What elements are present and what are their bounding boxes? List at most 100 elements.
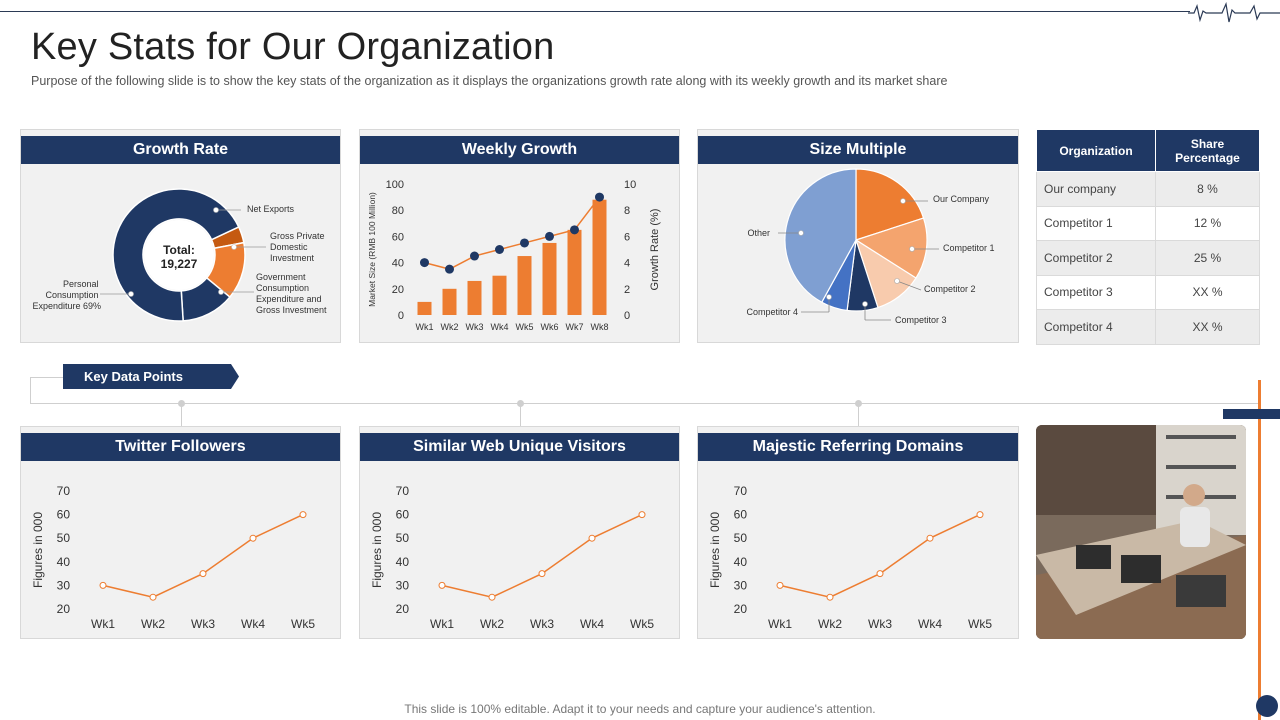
x-tick-label: Wk4 (491, 322, 509, 332)
bar (442, 288, 457, 315)
key-data-points-banner: Key Data Points (63, 364, 239, 389)
x-tick-label: Wk7 (566, 322, 584, 332)
growth-rate-point (495, 245, 504, 254)
y-tick-label: 30 (396, 578, 410, 592)
y-tick-label: 20 (57, 602, 71, 616)
svg-text:Government Consumption: Government Consumption Expenditure and G… (256, 272, 327, 315)
share-cell: 25 % (1155, 240, 1260, 276)
x-tick-label: Wk2 (818, 617, 842, 631)
twitter-followers-header: Twitter Followers (21, 433, 340, 461)
x-tick-label: Wk1 (430, 617, 454, 631)
bar (517, 256, 532, 315)
x-tick-label: Wk3 (868, 617, 892, 631)
org-cell: Competitor 1 (1036, 205, 1156, 241)
size-multiple-header: Size Multiple (698, 136, 1018, 164)
data-point (299, 511, 307, 519)
connector-drop (520, 404, 521, 426)
growth-rate-point (570, 225, 579, 235)
x-tick-label: Wk5 (291, 617, 315, 631)
data-point (488, 593, 496, 601)
y-tick-label: 30 (734, 578, 748, 592)
data-point (826, 593, 834, 601)
data-point (538, 570, 546, 578)
data-point (199, 570, 207, 578)
growth-rate-point (420, 258, 429, 268)
bar (492, 275, 507, 315)
growth-rate-point (595, 192, 604, 202)
corner-circle (1256, 695, 1278, 717)
y-tick-label: 20 (734, 602, 748, 616)
accent-tab (1223, 409, 1280, 419)
y-axis-label: Figures in 000 (708, 512, 722, 588)
y-tick-label: 40 (57, 555, 71, 569)
growth-rate-card: Growth Rate Total: 19,227 Net Exports Gr… (20, 129, 341, 343)
y-tick-label: 50 (57, 531, 71, 545)
org-cell: Competitor 2 (1036, 240, 1156, 276)
series-line (102, 513, 304, 598)
x-tick-label: Wk5 (516, 322, 534, 332)
data-point (588, 534, 596, 542)
donut-total-label: Total: (163, 243, 195, 257)
data-point (976, 511, 984, 519)
right-tick-label: 2 (624, 284, 630, 296)
twitter-followers-card: Twitter Followers 20 30 40 50 60 70 Wk1 Wk2 Wk3 W… (20, 426, 341, 639)
right-tick-label: 0 (624, 310, 630, 322)
table-row: Our company 8 % (1036, 171, 1260, 207)
share-table: Organization Share Percentage Our compan… (1036, 129, 1260, 345)
connector-drop (858, 404, 859, 426)
x-tick-label: Wk2 (441, 322, 459, 332)
left-tick-label: 0 (398, 310, 404, 322)
x-tick-label: Wk4 (580, 617, 604, 631)
pie-slice-other (784, 168, 857, 304)
label-competitor-2: Competitor 2 (924, 284, 976, 294)
growth-rate-point (520, 238, 529, 248)
left-tick-label: 80 (392, 205, 404, 217)
page-subtitle: Purpose of the following slide is to sho… (31, 74, 948, 88)
x-tick-label: Wk8 (591, 322, 609, 332)
data-point (926, 534, 934, 542)
series-line (441, 513, 643, 598)
share-table-header-share: Share Percentage (1155, 129, 1260, 172)
data-point (638, 511, 646, 519)
y-tick-label: 60 (734, 508, 748, 522)
web-visitors-header: Similar Web Unique Visitors (360, 433, 679, 461)
footer-note: This slide is 100% editable. Adapt it to… (404, 702, 876, 716)
twitter-followers-chart: 20 30 40 50 60 70 Wk1 Wk2 Wk3 Wk4 Wk5 Figures in 00… (31, 484, 315, 631)
org-cell: Competitor 3 (1036, 274, 1156, 310)
bar (542, 242, 557, 315)
x-tick-label: Wk4 (241, 617, 265, 631)
weekly-growth-card: Weekly Growth 0 20 40 60 80 100 0 2 4 6 8 10 Wk1 Wk2 W… (359, 129, 680, 343)
label-gross-private-3: Investment (270, 253, 315, 263)
bar (592, 199, 607, 315)
y-tick-label: 20 (396, 602, 410, 616)
table-row: Competitor 2 25 % (1036, 240, 1260, 276)
data-point (149, 593, 157, 601)
y-axis-label: Figures in 000 (31, 512, 45, 588)
x-tick-label: Wk3 (191, 617, 215, 631)
label-other: Other (747, 228, 770, 238)
share-cell: 12 % (1155, 205, 1260, 241)
pie-slice-our-company (855, 168, 925, 241)
label-government-2: Consumption (256, 283, 309, 293)
growth-rate-header: Growth Rate (21, 136, 340, 164)
y-tick-label: 50 (734, 531, 748, 545)
data-point (99, 581, 107, 589)
web-visitors-chart: 20 30 40 50 60 70 Wk1 Wk2 Wk3 Wk4 Wk5 Figures in 00… (370, 484, 654, 631)
svg-text:Personal Consumption: Personal Consumption Expenditure 69% (32, 279, 101, 311)
donut-hole (144, 220, 214, 290)
bar (567, 229, 582, 315)
referring-domains-chart: 20 30 40 50 60 70 Wk1 Wk2 Wk3 Wk4 Wk5 Figures in 00… (708, 484, 992, 631)
share-cell: XX % (1155, 309, 1260, 345)
x-tick-label: Wk5 (968, 617, 992, 631)
share-table-header-organization: Organization (1036, 129, 1156, 172)
label-government-3: Expenditure and (256, 294, 322, 304)
x-tick-label: Wk4 (918, 617, 942, 631)
growth-rate-point (470, 251, 479, 261)
right-axis-label: Growth Rate (%) (649, 209, 661, 291)
size-multiple-chart: Our Company Competitor 1 Competitor 2 Co… (746, 168, 995, 325)
heartbeat-icon (1188, 2, 1280, 23)
connector-drop (181, 404, 182, 426)
x-tick-label: Wk6 (541, 322, 559, 332)
weekly-growth-header: Weekly Growth (360, 136, 679, 164)
y-tick-label: 70 (396, 484, 410, 498)
